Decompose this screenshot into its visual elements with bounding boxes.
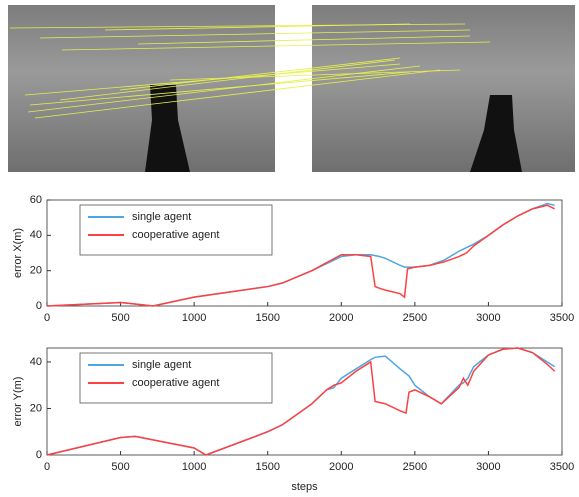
y-axis-label: error Y(m) <box>12 377 24 427</box>
y-tick-label: 0 <box>36 449 42 461</box>
feature-matching-images <box>8 5 575 172</box>
y-tick-label: 40 <box>30 356 42 368</box>
x-tick-label: 1000 <box>182 312 206 324</box>
legend-label: single agent <box>132 359 191 371</box>
x-tick-label: 1500 <box>255 312 279 324</box>
y-tick-label: 40 <box>30 229 42 241</box>
figure: 02040600500100015002000250030003500error… <box>0 0 579 497</box>
x-axis-label: steps <box>291 481 318 493</box>
y-tick-label: 20 <box>30 402 42 414</box>
y-tick-label: 60 <box>30 194 42 206</box>
x-tick-label: 2500 <box>403 312 427 324</box>
x-tick-label: 3000 <box>476 312 500 324</box>
x-tick-label: 3500 <box>550 461 574 473</box>
left-image <box>8 5 275 172</box>
x-tick-label: 0 <box>44 312 50 324</box>
x-tick-label: 2000 <box>329 461 353 473</box>
x-tick-label: 3000 <box>476 461 500 473</box>
legend-label: single agent <box>132 211 191 223</box>
legend-label: cooperative agent <box>132 229 219 241</box>
x-tick-label: 2500 <box>403 461 427 473</box>
x-tick-label: 500 <box>111 312 129 324</box>
right-image <box>312 5 575 172</box>
y-tick-label: 20 <box>30 265 42 277</box>
x-tick-label: 2000 <box>329 312 353 324</box>
x-tick-label: 3500 <box>550 312 574 324</box>
y-axis-label: error X(m) <box>12 228 24 278</box>
x-tick-label: 1500 <box>255 461 279 473</box>
y-tick-label: 0 <box>36 300 42 312</box>
x-tick-label: 1000 <box>182 461 206 473</box>
legend-label: cooperative agent <box>132 377 219 389</box>
x-tick-label: 0 <box>44 461 50 473</box>
x-tick-label: 500 <box>111 461 129 473</box>
